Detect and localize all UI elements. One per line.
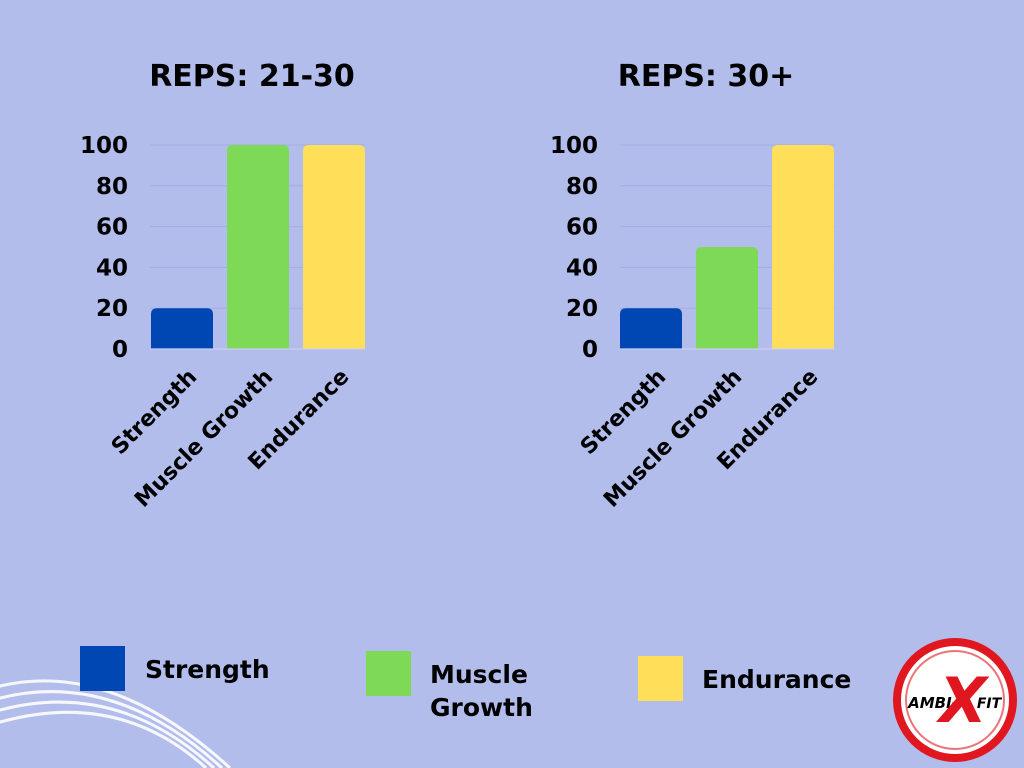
bar-strength bbox=[151, 308, 213, 349]
legend-item-endurance: Endurance bbox=[638, 656, 851, 701]
legend-item-muscle-growth: Muscle Growth bbox=[366, 651, 533, 722]
y-tick-label: 0 bbox=[582, 337, 598, 363]
bar-muscle-growth bbox=[696, 247, 758, 349]
x-tick-label-muscle-growth: Muscle Growth bbox=[599, 365, 747, 513]
ambi-x-fit-logo: AMBI- X FIT bbox=[893, 638, 1017, 762]
bar-muscle-growth bbox=[227, 145, 289, 349]
y-tick-label: 20 bbox=[96, 296, 128, 322]
logo-text-ambi: AMBI- bbox=[907, 694, 958, 712]
legend-swatch bbox=[366, 651, 411, 696]
chart-title: REPS: 21-30 bbox=[149, 59, 355, 94]
y-tick-label: 60 bbox=[96, 215, 128, 241]
legend: Strength Muscle Growth Endurance bbox=[80, 646, 851, 722]
legend-swatch bbox=[638, 656, 683, 701]
y-tick-label: 80 bbox=[566, 174, 598, 200]
legend-label: Muscle Growth bbox=[430, 660, 533, 722]
logo-x-mark: X bbox=[935, 664, 990, 737]
x-tick-label-muscle-growth: Muscle Growth bbox=[130, 365, 278, 513]
y-tick-label: 40 bbox=[96, 255, 128, 281]
bar-endurance bbox=[303, 145, 365, 349]
legend-item-strength: Strength bbox=[80, 646, 270, 691]
logo-text-fit: FIT bbox=[977, 696, 1003, 712]
y-tick-label: 100 bbox=[550, 133, 598, 159]
legend-label: Endurance bbox=[702, 665, 851, 694]
y-tick-label: 40 bbox=[566, 255, 598, 281]
y-tick-label: 80 bbox=[96, 174, 128, 200]
legend-swatch bbox=[80, 646, 125, 691]
y-tick-label: 100 bbox=[80, 133, 128, 159]
bar-strength bbox=[620, 308, 682, 349]
decorative-swirl bbox=[0, 679, 232, 768]
y-tick-label: 60 bbox=[566, 215, 598, 241]
y-tick-label: 0 bbox=[112, 337, 128, 363]
y-tick-label: 20 bbox=[566, 296, 598, 322]
legend-label: Strength bbox=[145, 655, 270, 684]
bar-endurance bbox=[772, 145, 834, 349]
chart-title: REPS: 30+ bbox=[618, 59, 795, 94]
